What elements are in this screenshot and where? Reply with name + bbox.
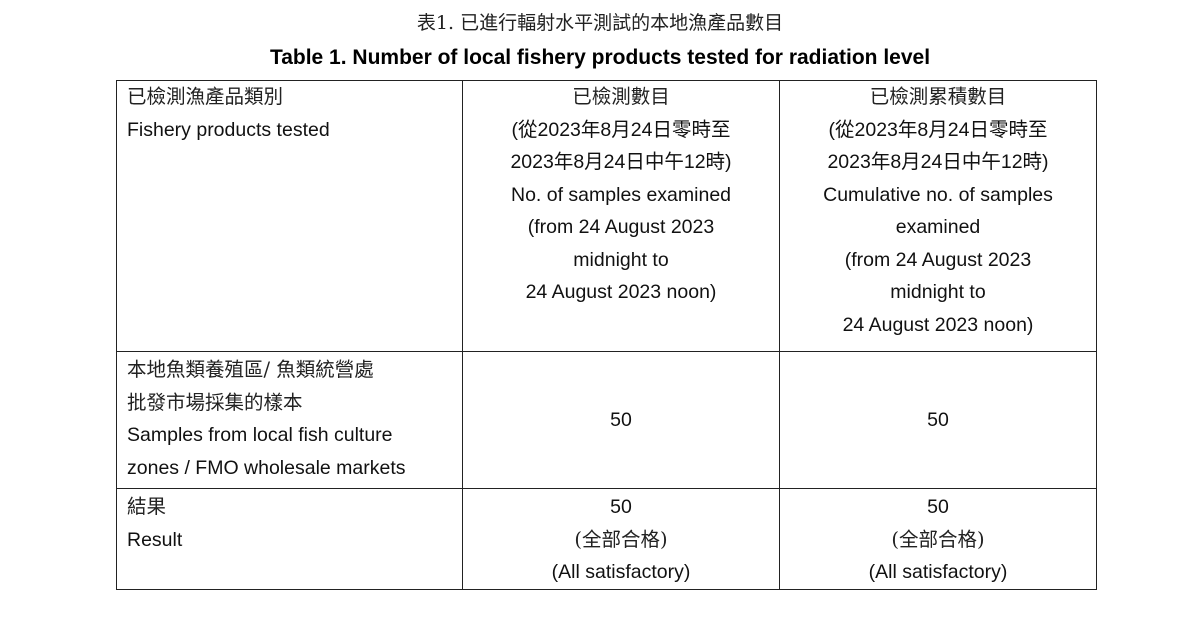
row-label-line: 批發市場採集的樣本 bbox=[127, 390, 303, 414]
header-category-en: Fishery products tested bbox=[127, 118, 330, 141]
header-line: (從2023年8月24日零時至 bbox=[828, 118, 1048, 141]
result-status-en: (All satisfactory) bbox=[868, 561, 1008, 583]
result-status-zh: (全部合格) bbox=[891, 527, 985, 551]
row-label-line: 本地魚類養殖區/ 魚類統營處 bbox=[127, 358, 374, 381]
header-line: examined bbox=[895, 216, 981, 238]
cell-cumulative-samples-value: 50 bbox=[779, 351, 1097, 489]
header-line: 2023年8月24日中午12時) bbox=[510, 151, 732, 173]
header-line: 已檢測數目 bbox=[572, 85, 670, 108]
row-label-samples: 本地魚類養殖區/ 魚類統營處 批發市場採集的樣本 Samples from lo… bbox=[116, 351, 463, 489]
header-category-zh: 已檢測漁產品類別 bbox=[127, 85, 284, 108]
header-line: 24 August 2023 noon) bbox=[842, 313, 1034, 336]
table-header-row: 已檢測漁產品類別 Fishery products tested 已檢測數目 (… bbox=[116, 80, 1097, 352]
row-label-line: Result bbox=[127, 528, 183, 551]
cell-result-cumulative: 50 (全部合格) (All satisfactory) bbox=[779, 488, 1097, 590]
header-line: (from 24 August 2023 bbox=[844, 248, 1032, 271]
header-line: Cumulative no. of samples bbox=[823, 183, 1053, 206]
table-title-chinese: 表1. 已進行輻射水平測試的本地漁產品數目 bbox=[416, 12, 784, 34]
row-label-line: zones / FMO wholesale markets bbox=[127, 456, 406, 479]
header-line: No. of samples examined bbox=[510, 183, 732, 206]
header-line: 24 August 2023 noon) bbox=[525, 281, 717, 303]
row-label-line: Samples from local fish culture bbox=[127, 424, 393, 446]
header-line: 2023年8月24日中午12時) bbox=[827, 151, 1049, 173]
table-row-samples: 本地魚類養殖區/ 魚類統營處 批發市場採集的樣本 Samples from lo… bbox=[116, 351, 1097, 489]
header-line: midnight to bbox=[890, 281, 986, 303]
header-line: (從2023年8月24日零時至 bbox=[511, 118, 731, 141]
fishery-samples-table: 已檢測漁產品類別 Fishery products tested 已檢測數目 (… bbox=[116, 80, 1097, 590]
header-line: 已檢測累積數目 bbox=[869, 85, 1007, 108]
table-row-result: 結果 Result 50 (全部合格) (All satisfactory) 5… bbox=[116, 488, 1097, 590]
row-label-line: 結果 bbox=[127, 495, 167, 518]
value-text: 50 bbox=[610, 496, 632, 518]
value-text: 50 bbox=[927, 408, 949, 431]
header-line: (from 24 August 2023 bbox=[527, 216, 715, 238]
header-cell-category: 已檢測漁產品類別 Fishery products tested bbox=[116, 80, 463, 352]
table-title-english: Table 1. Number of local fishery product… bbox=[269, 46, 931, 69]
result-status-zh: (全部合格) bbox=[574, 527, 668, 551]
header-line: midnight to bbox=[573, 248, 669, 271]
value-text: 50 bbox=[927, 496, 949, 518]
header-cell-cumulative-samples: 已檢測累積數目 (從2023年8月24日零時至 2023年8月24日中午12時)… bbox=[779, 80, 1097, 352]
cell-result-examined: 50 (全部合格) (All satisfactory) bbox=[462, 488, 780, 590]
value-text: 50 bbox=[610, 408, 632, 431]
cell-samples-examined-value: 50 bbox=[462, 351, 780, 489]
row-label-result: 結果 Result bbox=[116, 488, 463, 590]
result-status-en: (All satisfactory) bbox=[551, 561, 691, 583]
header-cell-samples-examined: 已檢測數目 (從2023年8月24日零時至 2023年8月24日中午12時) N… bbox=[462, 80, 780, 352]
